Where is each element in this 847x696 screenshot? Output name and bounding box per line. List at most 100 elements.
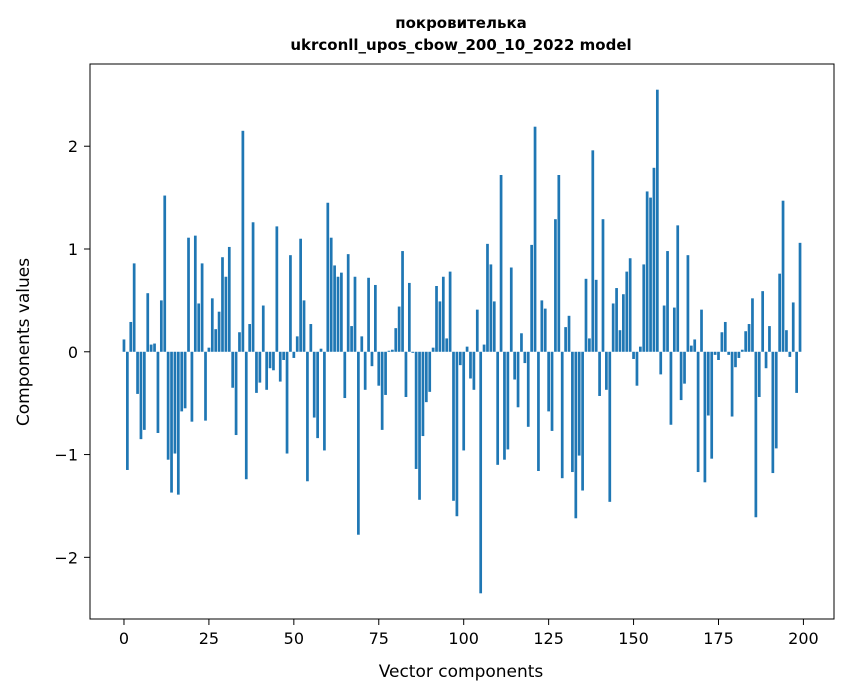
bar-195 — [785, 330, 788, 352]
x-tick-label: 200 — [788, 629, 819, 648]
bar-58 — [319, 348, 323, 352]
bar-14 — [170, 351, 173, 493]
bar-42 — [265, 351, 269, 390]
bar-168 — [693, 339, 697, 352]
bar-62 — [333, 265, 336, 352]
bar-68 — [353, 276, 357, 352]
bar-31 — [227, 246, 231, 352]
bar-10 — [156, 351, 160, 433]
bar-40 — [258, 351, 262, 383]
bar-163 — [676, 225, 680, 352]
bar-135 — [581, 351, 584, 491]
y-axis-ticks: −2 −1 0 1 2 — [54, 137, 90, 567]
bar-190 — [768, 326, 771, 352]
bar-23 — [200, 263, 204, 352]
bar-150 — [632, 351, 635, 359]
bar-179 — [730, 351, 734, 417]
bar-178 — [727, 351, 731, 355]
bar-70 — [360, 336, 364, 352]
bar-187 — [757, 351, 761, 397]
bar-33 — [234, 351, 238, 436]
bar-177 — [723, 321, 727, 352]
bar-100 — [462, 351, 466, 451]
bar-77 — [384, 351, 387, 395]
bar-162 — [672, 307, 676, 352]
bar-198 — [795, 351, 798, 393]
chart-title-line1: покровителька — [395, 14, 527, 32]
bar-134 — [577, 351, 581, 456]
bar-81 — [397, 306, 401, 352]
bar-53 — [302, 300, 306, 352]
bar-128 — [557, 175, 561, 352]
x-tick-label: 150 — [618, 629, 649, 648]
y-tick-label: 0 — [68, 343, 78, 362]
bar-99 — [458, 351, 462, 366]
bar-59 — [323, 351, 326, 451]
bar-182 — [740, 349, 744, 352]
bar-96 — [448, 271, 452, 352]
bar-46 — [278, 351, 282, 382]
bar-173 — [710, 351, 714, 459]
bar-197 — [791, 302, 795, 352]
bar-37 — [248, 324, 252, 352]
bar-119 — [526, 351, 530, 427]
bar-34 — [238, 332, 241, 352]
bar-126 — [550, 351, 554, 431]
bar-51 — [295, 336, 299, 352]
bar-136 — [584, 278, 588, 352]
bar-83 — [404, 351, 408, 397]
bar-142 — [605, 351, 608, 390]
bar-55 — [309, 324, 313, 352]
bar-78 — [387, 350, 391, 352]
bar-61 — [329, 237, 333, 352]
plot-frame — [89, 63, 835, 620]
y-tick-label: 1 — [68, 240, 78, 259]
bar-86 — [414, 351, 418, 469]
bar-27 — [214, 329, 218, 352]
bar-41 — [261, 305, 265, 352]
bar-116 — [516, 351, 520, 408]
bar-35 — [241, 130, 245, 352]
bar-146 — [618, 330, 622, 352]
x-tick-label: 0 — [119, 629, 129, 648]
bar-64 — [340, 272, 343, 352]
bar-1 — [126, 351, 129, 470]
bar-20 — [190, 351, 194, 422]
bar-30 — [224, 276, 228, 352]
bar-49 — [289, 255, 292, 352]
bar-71 — [363, 351, 367, 390]
bar-52 — [299, 238, 302, 352]
bar-76 — [380, 351, 384, 430]
bar-104 — [475, 309, 479, 352]
bar-74 — [374, 284, 377, 352]
bar-184 — [747, 324, 751, 352]
bar-138 — [591, 150, 595, 352]
bars-group — [122, 89, 802, 594]
bar-140 — [598, 351, 601, 396]
bar-98 — [455, 351, 459, 517]
bar-19 — [187, 237, 190, 352]
bar-111 — [499, 175, 503, 352]
bar-50 — [292, 351, 296, 358]
bar-102 — [469, 351, 472, 379]
bar-107 — [486, 243, 489, 352]
bar-94 — [441, 276, 445, 352]
bar-114 — [509, 267, 513, 352]
bar-172 — [706, 351, 710, 416]
x-tick-label: 100 — [448, 629, 479, 648]
bar-156 — [652, 167, 656, 352]
y-tick-label: −1 — [54, 446, 78, 465]
bar-65 — [343, 351, 347, 399]
bar-84 — [407, 282, 411, 352]
bar-73 — [370, 351, 374, 367]
bar-121 — [533, 126, 537, 352]
bar-6 — [142, 351, 146, 430]
bar-196 — [788, 351, 792, 357]
bar-189 — [764, 351, 768, 369]
x-tick-label: 125 — [533, 629, 564, 648]
bar-144 — [611, 303, 615, 352]
bar-56 — [312, 351, 316, 418]
bar-169 — [696, 351, 700, 473]
bar-79 — [390, 349, 394, 352]
bar-149 — [628, 258, 632, 352]
